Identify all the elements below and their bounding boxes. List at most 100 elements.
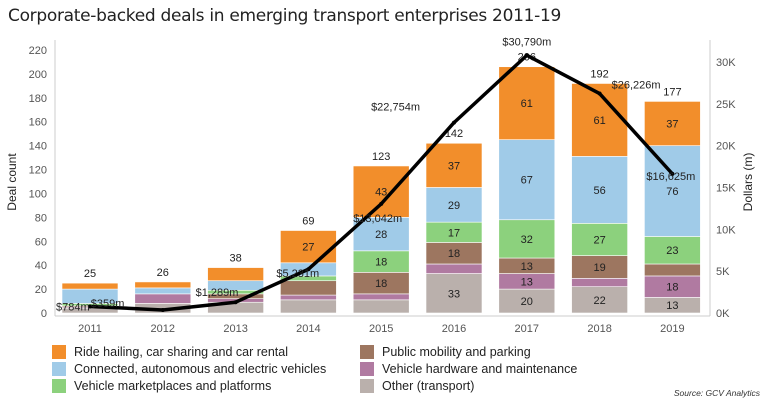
segment-label: 13 [666,300,678,312]
line-point [379,201,384,206]
chart-title: Corporate-backed deals in emerging trans… [8,6,561,26]
legend-swatch [52,362,66,376]
line-point [597,91,602,96]
y2-tick-label: 0K [716,308,730,320]
legend-item: Connected, autonomous and electric vehic… [52,362,326,376]
bar-segment [644,236,701,265]
bar-segment [352,299,410,314]
y-tick-label: 200 [29,69,47,81]
segment-label: 18 [375,257,387,269]
y2-tick-label: 25K [716,99,736,111]
y-tick-label: 0 [41,308,47,320]
legend-item: Vehicle marketplaces and platforms [52,379,271,393]
line-value-label: $5,231m [276,268,319,280]
segment-label: 37 [448,160,460,172]
legend-item: Other (transport) [360,379,474,393]
bar-total-label: 123 [372,151,390,163]
segment-label: 43 [375,187,387,199]
y-tick-label: 80 [35,212,47,224]
segment-label: 67 [521,175,533,187]
bar-segment [498,139,556,221]
legend-label: Ride hailing, car sharing and car rental [74,345,289,359]
bar-total-label: 25 [84,268,96,280]
x-tick-label: 2015 [369,323,393,335]
segment-label: 18 [375,278,387,290]
y-tick-label: 100 [29,188,47,200]
line-value-label: $13,042m [353,213,402,225]
bar-segment [571,278,628,287]
segment-label: 61 [521,98,533,110]
bar-segment [280,230,337,264]
bar-total-label: 38 [229,253,241,265]
segment-label: 18 [666,282,678,294]
line-value-label: $1,289m [196,287,239,299]
legend-swatch [360,379,374,393]
bar-segment [352,165,410,218]
bar-total-label: 142 [445,128,463,140]
x-tick-label: 2012 [151,323,175,335]
legend-swatch [360,345,374,359]
x-tick-label: 2019 [660,323,684,335]
legend-item: Public mobility and parking [360,345,531,359]
y-axis-title: Deal count [5,153,19,211]
y2-tick-label: 20K [716,141,736,153]
legend-item: Ride hailing, car sharing and car rental [52,345,288,359]
x-tick-label: 2014 [296,323,320,335]
y2-tick-label: 5K [716,266,730,278]
y2-axis-title: Dollars (m) [741,153,755,212]
x-tick-label: 2011 [78,323,102,335]
segment-label: 23 [666,245,678,257]
bar-segment [644,263,701,277]
y2-tick-label: 30K [716,57,736,69]
bar-segment [61,282,119,290]
legend-label: Public mobility and parking [382,345,531,359]
bar-segment [571,223,628,256]
line-value-label: $784m [56,301,90,313]
segment-label: 32 [521,234,533,246]
segment-label: 13 [521,261,533,273]
y-tick-label: 20 [35,284,47,296]
segment-label: 22 [593,295,605,307]
line-point [452,120,456,125]
bar-segment [498,66,556,140]
y-tick-label: 160 [29,117,47,129]
bar-segment [280,299,337,314]
line-value-label: $26,226m [612,80,661,92]
segment-label: 56 [593,185,605,197]
legend-swatch [52,379,66,393]
bar-segment [425,273,483,314]
y2-tick-label: 15K [716,182,736,194]
segment-label: 27 [593,234,605,246]
bar-segment [352,293,410,301]
legend-label: Vehicle hardware and maintenance [382,362,578,376]
bar-segment [134,293,192,304]
bar-total-label: 26 [157,267,169,279]
line-value-label: $30,790m [502,36,551,48]
bar-segment [134,281,192,289]
bar-total-label: 69 [302,216,314,228]
bar-segment [425,142,483,188]
x-tick-label: 2018 [587,323,611,335]
x-tick-label: 2013 [223,323,247,335]
bar-segment [134,287,192,295]
bar-segment [280,294,337,301]
legend-swatch [360,362,374,376]
segment-label: 76 [666,186,678,198]
bar-total-label: 177 [663,86,681,98]
bar-segment [425,263,483,274]
source-note: Source: GCV Analytics [673,388,760,398]
x-tick-label: 2016 [442,323,466,335]
segment-label: 33 [448,288,460,300]
segment-label: 19 [593,262,605,274]
line-value-label: $16,625m [646,171,695,183]
x-tick-label: 2017 [515,323,539,335]
segment-label: 28 [375,229,387,241]
legend-label: Connected, autonomous and electric vehic… [74,362,327,376]
line-point [670,171,675,176]
line-value-label: $22,754m [371,102,420,114]
y-tick-label: 220 [29,45,47,57]
line-point [524,53,529,58]
line-point [233,300,238,305]
